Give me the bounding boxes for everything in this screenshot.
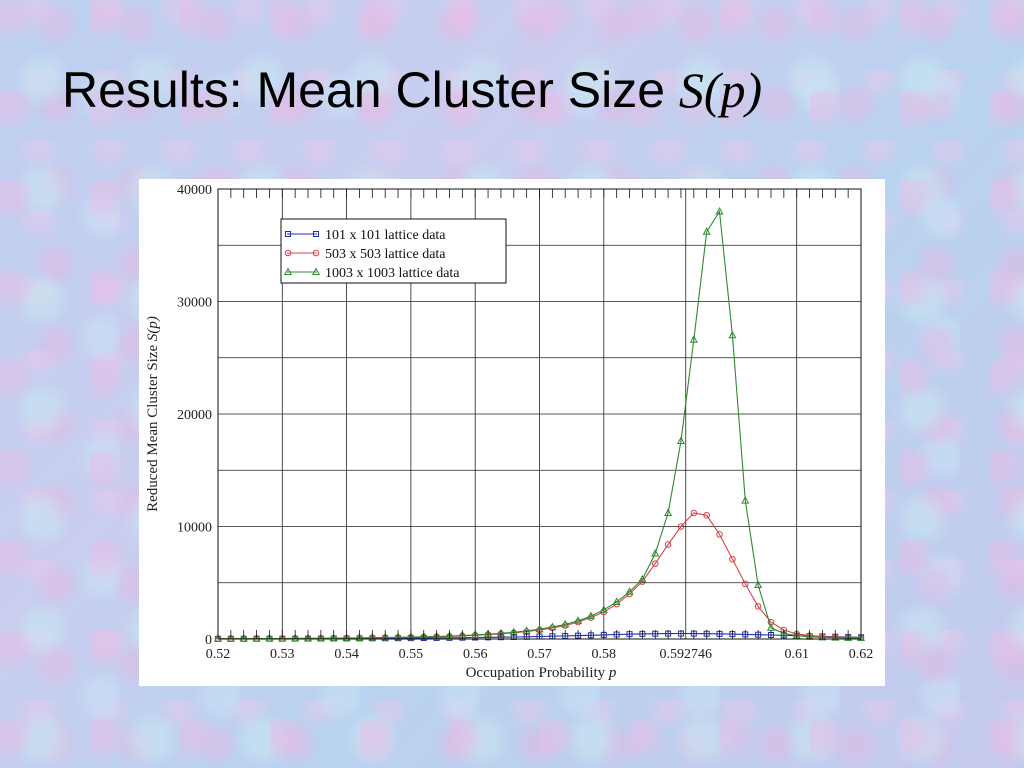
data-point	[586, 611, 595, 620]
data-point	[677, 523, 685, 530]
y-axis-label-italic: S(p)	[145, 316, 161, 341]
data-point	[638, 574, 647, 583]
data-point	[368, 633, 377, 641]
data-point	[574, 616, 583, 624]
x-tick-label: 0.57	[527, 647, 552, 662]
data-point	[715, 206, 724, 215]
data-point	[303, 633, 313, 642]
y-tick-label: 0	[205, 633, 212, 648]
data-point	[239, 634, 248, 642]
legend-item: 1003 x 1003 lattice data	[283, 266, 460, 281]
axis-layer: 0.52 0.53 0.54 0.55 0.56 0.57 0.58 0.592746 0.61…	[177, 183, 873, 662]
x-axis-label-italic: p	[608, 665, 617, 681]
legend-item: 101 x 101 lattice data	[285, 228, 446, 243]
chart-legend: 101 x 101 lattice data 503 x 503 lattice …	[280, 218, 507, 284]
data-point	[754, 603, 762, 610]
data-point	[690, 509, 698, 517]
data-point	[226, 634, 235, 642]
cluster-size-chart: 0.52 0.53 0.54 0.55 0.56 0.57 0.58 0.592746 0.61…	[145, 183, 873, 681]
data-point	[831, 633, 840, 641]
chart-figure: 0.52 0.53 0.54 0.55 0.56 0.57 0.58 0.592746 0.61…	[139, 179, 885, 686]
data-point	[818, 632, 827, 641]
data-point	[599, 605, 608, 613]
data-point	[291, 633, 300, 642]
data-point	[741, 580, 749, 588]
data-point	[651, 548, 660, 557]
data-point	[213, 634, 223, 642]
data-point	[342, 633, 351, 642]
y-axis-label-text: Reduced Mean Cluster Size	[145, 341, 161, 512]
legend-marker	[313, 231, 319, 237]
data-point	[278, 633, 287, 642]
data-point	[729, 555, 736, 563]
x-axis-label: Occupation Probability p	[466, 665, 617, 681]
x-tick-label: 0.61	[784, 647, 809, 662]
y-tick-label: 30000	[177, 296, 212, 311]
x-axis-label-text: Occupation Probability	[466, 665, 609, 681]
data-point	[728, 330, 737, 339]
x-tick-label: 0.54	[334, 647, 359, 662]
data-point	[651, 560, 659, 567]
data-point	[406, 632, 415, 641]
x-tick-label: 0.55	[399, 647, 424, 662]
data-point	[329, 633, 338, 642]
data-point	[252, 634, 261, 642]
data-point	[844, 633, 853, 641]
x-tick-label: 0.62	[849, 647, 874, 662]
data-point	[856, 633, 866, 641]
data-point	[355, 633, 364, 641]
legend-item: 503 x 503 lattice data	[284, 247, 446, 262]
data-point	[394, 632, 403, 641]
data-point	[548, 622, 557, 631]
data-point	[265, 633, 274, 642]
legend-marker	[284, 249, 292, 257]
data-point	[612, 597, 621, 605]
x-tick-label: 0.56	[463, 647, 488, 662]
data-point	[689, 335, 698, 343]
data-point	[625, 587, 634, 595]
y-tick-label: 20000	[177, 408, 212, 423]
legend-marker	[283, 267, 293, 275]
x-tick-label: 0.53	[270, 647, 295, 662]
x-tick-label: 0.592746	[660, 647, 713, 662]
slide-title: Results: Mean Cluster Size S(p)	[62, 62, 762, 120]
data-point	[703, 511, 710, 519]
x-tick-label: 0.52	[206, 647, 231, 662]
legend-label: 1003 x 1003 lattice data	[325, 266, 460, 281]
data-point	[664, 508, 673, 516]
data-point	[754, 580, 763, 588]
y-axis-label: Reduced Mean Cluster Size S(p)	[145, 316, 161, 512]
data-point	[381, 632, 390, 641]
series-line	[218, 209, 862, 640]
data-point	[716, 531, 723, 538]
data-point	[676, 436, 685, 444]
legend-marker	[311, 267, 321, 275]
data-point	[741, 496, 750, 504]
data-point	[561, 619, 570, 628]
data-point	[664, 541, 672, 548]
y-tick-label: 40000	[177, 183, 212, 198]
slide-title-text: Results: Mean Cluster Size	[62, 62, 679, 118]
data-point	[702, 227, 711, 235]
legend-label: 503 x 503 lattice data	[325, 247, 446, 262]
data-point	[316, 633, 325, 642]
legend-label: 101 x 101 lattice data	[325, 228, 446, 243]
slide-title-italic: S(p)	[678, 62, 763, 118]
legend-marker	[312, 249, 320, 257]
legend-marker	[285, 231, 291, 237]
x-tick-label: 0.58	[592, 647, 617, 662]
y-tick-label: 10000	[177, 521, 212, 536]
